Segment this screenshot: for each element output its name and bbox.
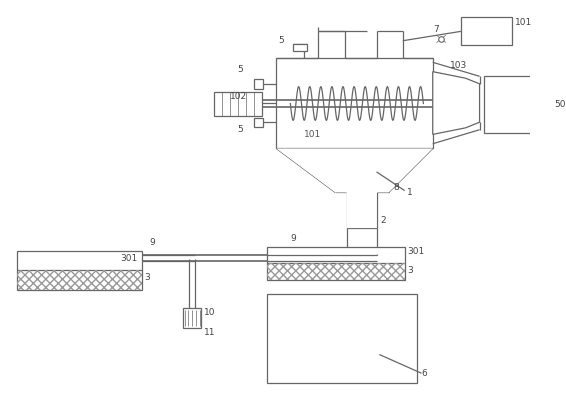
Polygon shape: [433, 72, 479, 134]
Text: 5: 5: [238, 125, 243, 134]
Bar: [267, 247, 405, 280]
Text: 11: 11: [204, 328, 216, 338]
Text: 6: 6: [422, 369, 427, 378]
Text: 10: 10: [204, 308, 216, 317]
Text: 101: 101: [515, 18, 533, 26]
Text: 3: 3: [408, 266, 413, 275]
Bar: [254, 118, 263, 127]
Text: 8: 8: [393, 183, 399, 192]
Text: 301: 301: [408, 247, 424, 256]
Bar: [267, 294, 417, 383]
Bar: [461, 17, 512, 45]
Bar: [17, 270, 143, 290]
Text: 9: 9: [150, 238, 156, 247]
Text: 1: 1: [406, 188, 412, 197]
Text: 501: 501: [555, 100, 566, 109]
Bar: [254, 79, 263, 89]
Bar: [484, 76, 550, 132]
Polygon shape: [276, 148, 433, 228]
Text: 9: 9: [290, 234, 296, 243]
Bar: [276, 57, 433, 148]
Text: 5: 5: [238, 65, 243, 74]
Text: 101: 101: [305, 130, 321, 139]
Text: 7: 7: [434, 25, 439, 34]
Text: 301: 301: [121, 255, 138, 263]
Text: 103: 103: [449, 61, 467, 69]
Bar: [17, 251, 143, 290]
Text: 102: 102: [229, 93, 247, 101]
Bar: [267, 263, 405, 280]
Text: 3: 3: [144, 273, 150, 282]
Bar: [213, 92, 262, 116]
Bar: [293, 44, 307, 51]
Text: 2: 2: [380, 216, 386, 225]
Text: 5: 5: [278, 36, 284, 45]
Bar: [183, 308, 201, 328]
